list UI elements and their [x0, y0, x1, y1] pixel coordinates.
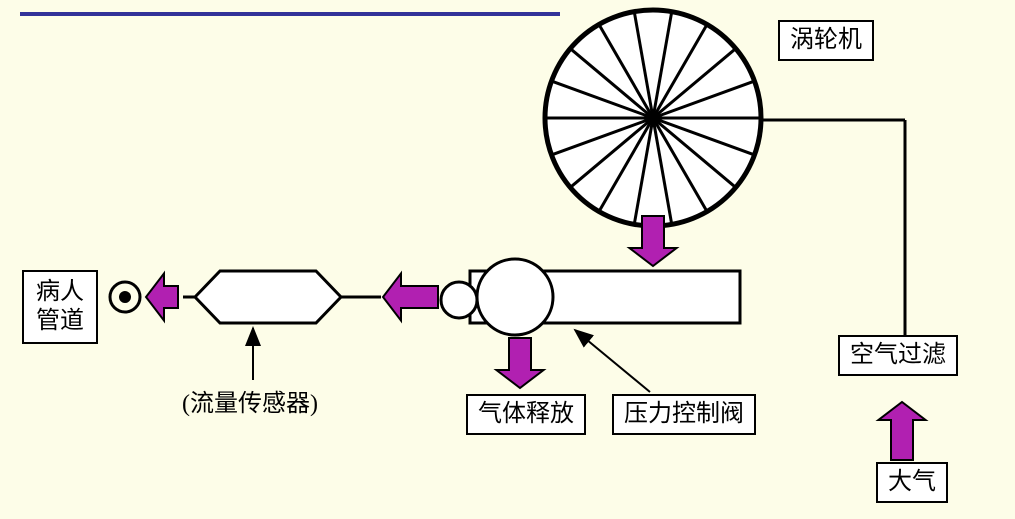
arrow-valve-to-sensor [383, 273, 438, 320]
patient-tube-line1: 病人 [36, 279, 84, 305]
atmosphere-label: 大气 [876, 462, 948, 503]
arrow-valve-down [496, 338, 543, 388]
flow-sensor [195, 271, 341, 323]
air-filter-label: 空气过滤 [838, 335, 958, 376]
pressure-valve-label: 压力控制阀 [612, 394, 756, 435]
patient-tube-line2: 管道 [36, 308, 84, 334]
target-inner [119, 291, 131, 303]
arrow-atm-up [878, 402, 925, 460]
arrow-sensor-to-target [146, 273, 178, 320]
gas-release-label: 气体释放 [466, 394, 586, 435]
valve-small-circle [441, 282, 477, 318]
valve-circle [477, 259, 553, 335]
patient-tube-label: 病人 管道 [22, 270, 98, 344]
flow-sensor-label: (流量传感器) [182, 383, 318, 418]
pointer-valve [575, 330, 650, 392]
turbine-label: 涡轮机 [778, 20, 874, 61]
